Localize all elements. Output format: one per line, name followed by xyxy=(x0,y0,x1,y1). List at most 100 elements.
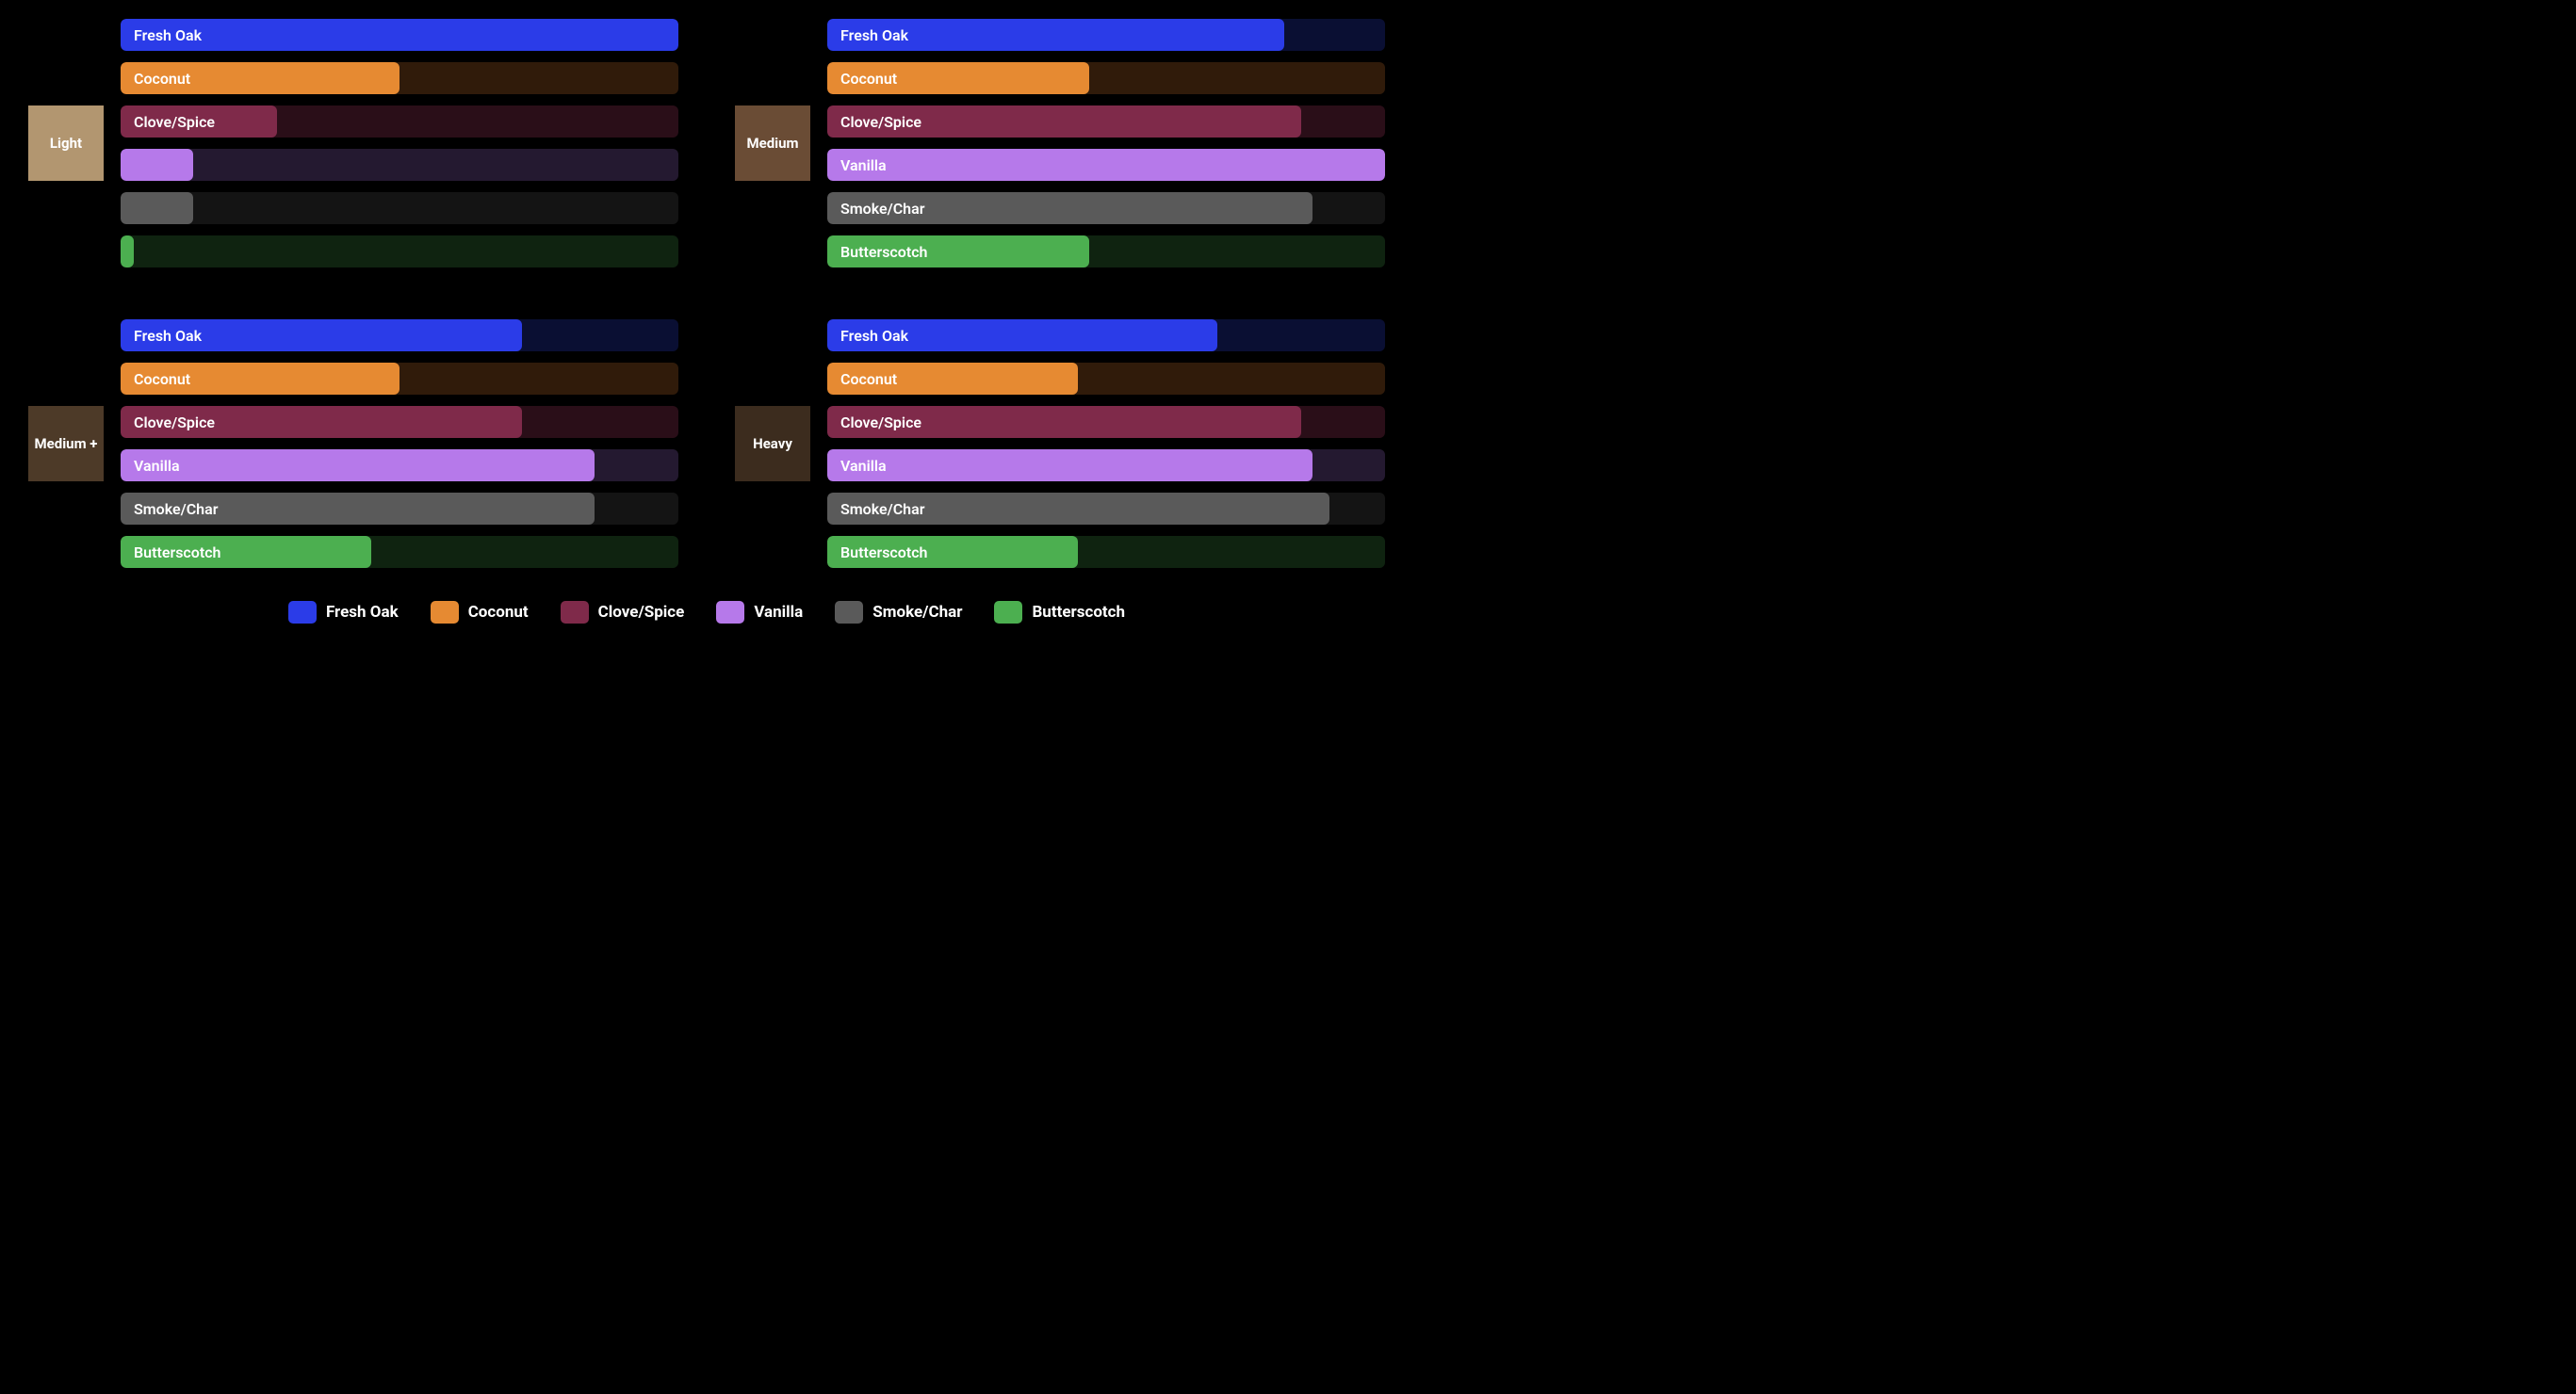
bar-label-coconut: Coconut xyxy=(134,70,190,88)
bar-fill-butterscotch: Butterscotch xyxy=(121,536,371,568)
bar-track-clove_spice: Clove/Spice xyxy=(121,406,678,438)
panel-label-light: Light xyxy=(28,105,104,181)
bar-track-butterscotch: Butterscotch xyxy=(121,536,678,568)
legend-text-butterscotch: Butterscotch xyxy=(1032,603,1125,622)
bars-light: Fresh Oak Coconut Clove/Spice xyxy=(121,19,678,267)
panel-medium_plus: Medium + Fresh Oak Coconut Clove/Spice Vanil… xyxy=(28,319,678,568)
bar-label-smoke_char: Smoke/Char xyxy=(134,500,218,518)
panel-light: Light Fresh Oak Coconut Clove/Spice xyxy=(28,19,678,267)
bar-fill-smoke_char xyxy=(121,192,193,224)
bar-track-smoke_char: Smoke/Char xyxy=(827,493,1385,525)
bar-label-fresh_oak: Fresh Oak xyxy=(134,26,202,44)
bar-fill-vanilla: Vanilla xyxy=(827,149,1385,181)
bar-label-vanilla: Vanilla xyxy=(840,156,887,174)
legend-swatch-smoke_char xyxy=(835,601,863,624)
bar-track-coconut: Coconut xyxy=(827,62,1385,94)
bar-label-coconut: Coconut xyxy=(840,370,897,388)
bar-track-butterscotch: Butterscotch xyxy=(827,235,1385,267)
bar-track-vanilla: Vanilla xyxy=(827,149,1385,181)
bar-fill-clove_spice: Clove/Spice xyxy=(827,406,1301,438)
bar-track-fresh_oak: Fresh Oak xyxy=(121,19,678,51)
panel-label-medium_plus: Medium + xyxy=(28,406,104,481)
legend-text-coconut: Coconut xyxy=(468,603,529,622)
bar-track-butterscotch xyxy=(121,235,678,267)
bar-fill-coconut: Coconut xyxy=(827,363,1078,395)
bar-track-coconut: Coconut xyxy=(121,363,678,395)
legend-swatch-vanilla xyxy=(716,601,744,624)
legend-item-vanilla: Vanilla xyxy=(716,601,803,624)
bar-fill-coconut: Coconut xyxy=(121,62,399,94)
bar-label-clove_spice: Clove/Spice xyxy=(134,113,215,131)
bar-fill-clove_spice: Clove/Spice xyxy=(827,105,1301,138)
bar-fill-clove_spice: Clove/Spice xyxy=(121,105,277,138)
bar-fill-butterscotch: Butterscotch xyxy=(827,235,1089,267)
bar-label-butterscotch: Butterscotch xyxy=(134,543,220,561)
legend-item-clove_spice: Clove/Spice xyxy=(561,601,685,624)
panel-medium: Medium Fresh Oak Coconut Clove/Spice Vanilla… xyxy=(735,19,1385,267)
legend-swatch-fresh_oak xyxy=(288,601,317,624)
bar-track-fresh_oak: Fresh Oak xyxy=(827,19,1385,51)
bar-label-clove_spice: Clove/Spice xyxy=(840,413,921,431)
bar-track-vanilla: Vanilla xyxy=(121,449,678,481)
bar-fill-smoke_char: Smoke/Char xyxy=(827,493,1329,525)
bar-fill-vanilla: Vanilla xyxy=(827,449,1312,481)
bar-fill-smoke_char: Smoke/Char xyxy=(827,192,1312,224)
legend-item-smoke_char: Smoke/Char xyxy=(835,601,962,624)
legend-item-fresh_oak: Fresh Oak xyxy=(288,601,399,624)
bar-label-smoke_char: Smoke/Char xyxy=(840,500,924,518)
bar-track-vanilla xyxy=(121,149,678,181)
legend-swatch-coconut xyxy=(431,601,459,624)
bar-fill-coconut: Coconut xyxy=(827,62,1089,94)
legend-swatch-clove_spice xyxy=(561,601,589,624)
bar-track-butterscotch: Butterscotch xyxy=(827,536,1385,568)
bar-label-fresh_oak: Fresh Oak xyxy=(840,327,908,345)
bar-track-fresh_oak: Fresh Oak xyxy=(121,319,678,351)
bar-fill-vanilla xyxy=(121,149,193,181)
legend: Fresh Oak Coconut Clove/Spice Vanilla Smoke/… xyxy=(28,601,1385,624)
bar-track-vanilla: Vanilla xyxy=(827,449,1385,481)
bar-fill-smoke_char: Smoke/Char xyxy=(121,493,595,525)
bar-label-butterscotch: Butterscotch xyxy=(840,543,927,561)
bar-track-smoke_char: Smoke/Char xyxy=(121,493,678,525)
bar-track-smoke_char xyxy=(121,192,678,224)
panel-label-heavy: Heavy xyxy=(735,406,810,481)
panel-label-medium: Medium xyxy=(735,105,810,181)
bar-fill-butterscotch xyxy=(121,235,134,267)
bar-fill-clove_spice: Clove/Spice xyxy=(121,406,522,438)
bar-fill-vanilla: Vanilla xyxy=(121,449,595,481)
bar-label-fresh_oak: Fresh Oak xyxy=(840,26,908,44)
bars-medium: Fresh Oak Coconut Clove/Spice Vanilla Smoke/… xyxy=(827,19,1385,267)
legend-text-smoke_char: Smoke/Char xyxy=(872,603,962,622)
chart-grid: LightFresh OakCoconutClove/SpiceMediumFr… xyxy=(28,19,1385,568)
bar-track-clove_spice: Clove/Spice xyxy=(121,105,678,138)
bar-label-butterscotch: Butterscotch xyxy=(840,243,927,261)
bar-fill-fresh_oak: Fresh Oak xyxy=(827,19,1284,51)
bar-track-coconut: Coconut xyxy=(827,363,1385,395)
bar-fill-coconut: Coconut xyxy=(121,363,399,395)
bar-label-clove_spice: Clove/Spice xyxy=(134,413,215,431)
bar-label-fresh_oak: Fresh Oak xyxy=(134,327,202,345)
bar-fill-fresh_oak: Fresh Oak xyxy=(121,319,522,351)
bar-label-smoke_char: Smoke/Char xyxy=(840,200,924,218)
bars-heavy: Fresh Oak Coconut Clove/Spice Vanilla Smoke/… xyxy=(827,319,1385,568)
bar-fill-fresh_oak: Fresh Oak xyxy=(827,319,1217,351)
legend-swatch-butterscotch xyxy=(994,601,1022,624)
bar-track-fresh_oak: Fresh Oak xyxy=(827,319,1385,351)
bar-track-coconut: Coconut xyxy=(121,62,678,94)
bars-medium_plus: Fresh Oak Coconut Clove/Spice Vanilla Smoke/… xyxy=(121,319,678,568)
panel-heavy: Heavy Fresh Oak Coconut Clove/Spice Vanilla S… xyxy=(735,319,1385,568)
bar-track-smoke_char: Smoke/Char xyxy=(827,192,1385,224)
bar-label-clove_spice: Clove/Spice xyxy=(840,113,921,131)
bar-fill-fresh_oak: Fresh Oak xyxy=(121,19,678,51)
bar-label-vanilla: Vanilla xyxy=(134,457,180,475)
bar-track-clove_spice: Clove/Spice xyxy=(827,105,1385,138)
legend-item-coconut: Coconut xyxy=(431,601,529,624)
legend-item-butterscotch: Butterscotch xyxy=(994,601,1125,624)
legend-text-fresh_oak: Fresh Oak xyxy=(326,603,399,622)
bar-label-coconut: Coconut xyxy=(134,370,190,388)
bar-track-clove_spice: Clove/Spice xyxy=(827,406,1385,438)
legend-text-clove_spice: Clove/Spice xyxy=(598,603,685,622)
legend-text-vanilla: Vanilla xyxy=(754,603,803,622)
bar-fill-butterscotch: Butterscotch xyxy=(827,536,1078,568)
bar-label-coconut: Coconut xyxy=(840,70,897,88)
